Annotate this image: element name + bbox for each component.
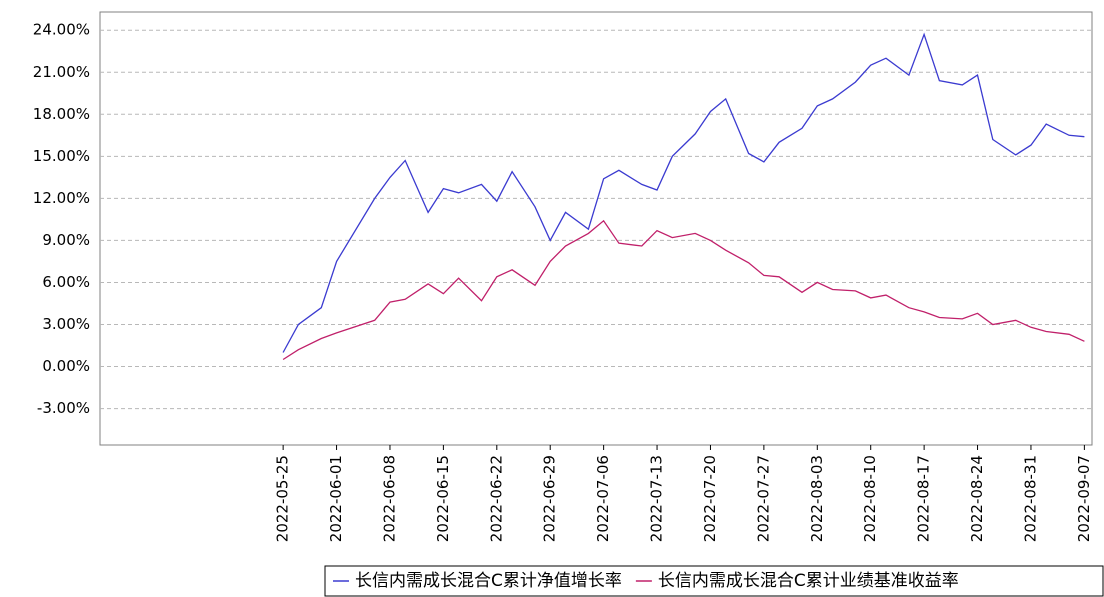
x-tick-label: 2022-07-20 [701, 455, 719, 542]
plot-frame [99, 11, 1093, 446]
y-tick-label: 12.00% [33, 189, 90, 207]
series-line [282, 32, 1085, 353]
x-tick-label: 2022-07-27 [754, 455, 772, 542]
y-tick-label: 21.00% [33, 63, 90, 81]
x-tick-label: 2022-07-13 [648, 455, 666, 542]
y-tick-label: 15.00% [33, 147, 90, 165]
x-tick-label: 2022-06-22 [487, 455, 505, 542]
y-tick-label: 24.00% [33, 21, 90, 39]
x-tick-label: 2022-06-01 [327, 455, 345, 542]
x-tick-label: 2022-08-03 [808, 455, 826, 542]
y-tick-label: -3.00% [37, 399, 90, 417]
x-tick-label: 2022-08-24 [968, 455, 986, 542]
x-tick-label: 2022-06-08 [380, 455, 398, 542]
x-tick-label: 2022-06-29 [541, 455, 559, 542]
x-tick-label: 2022-06-15 [434, 455, 452, 542]
x-tick-label: 2022-05-25 [274, 455, 292, 542]
y-tick-label: 9.00% [42, 231, 90, 249]
x-tick-label: 2022-09-07 [1075, 455, 1093, 542]
x-tick-label: 2022-08-17 [915, 455, 933, 542]
y-tick-label: 3.00% [42, 315, 90, 333]
y-tick-label: 18.00% [33, 105, 90, 123]
x-tick-label: 2022-08-10 [861, 455, 879, 542]
legend-box [324, 565, 1104, 597]
x-tick-label: 2022-08-31 [1021, 455, 1039, 542]
y-tick-label: 6.00% [42, 273, 90, 291]
y-tick-label: 0.00% [42, 357, 90, 375]
series-line [282, 219, 1085, 361]
legend-label: 长信内需成长混合C累计净值增长率 [355, 571, 622, 591]
legend-label: 长信内需成长混合C累计业绩基准收益率 [658, 571, 959, 591]
x-tick-label: 2022-07-06 [594, 455, 612, 542]
